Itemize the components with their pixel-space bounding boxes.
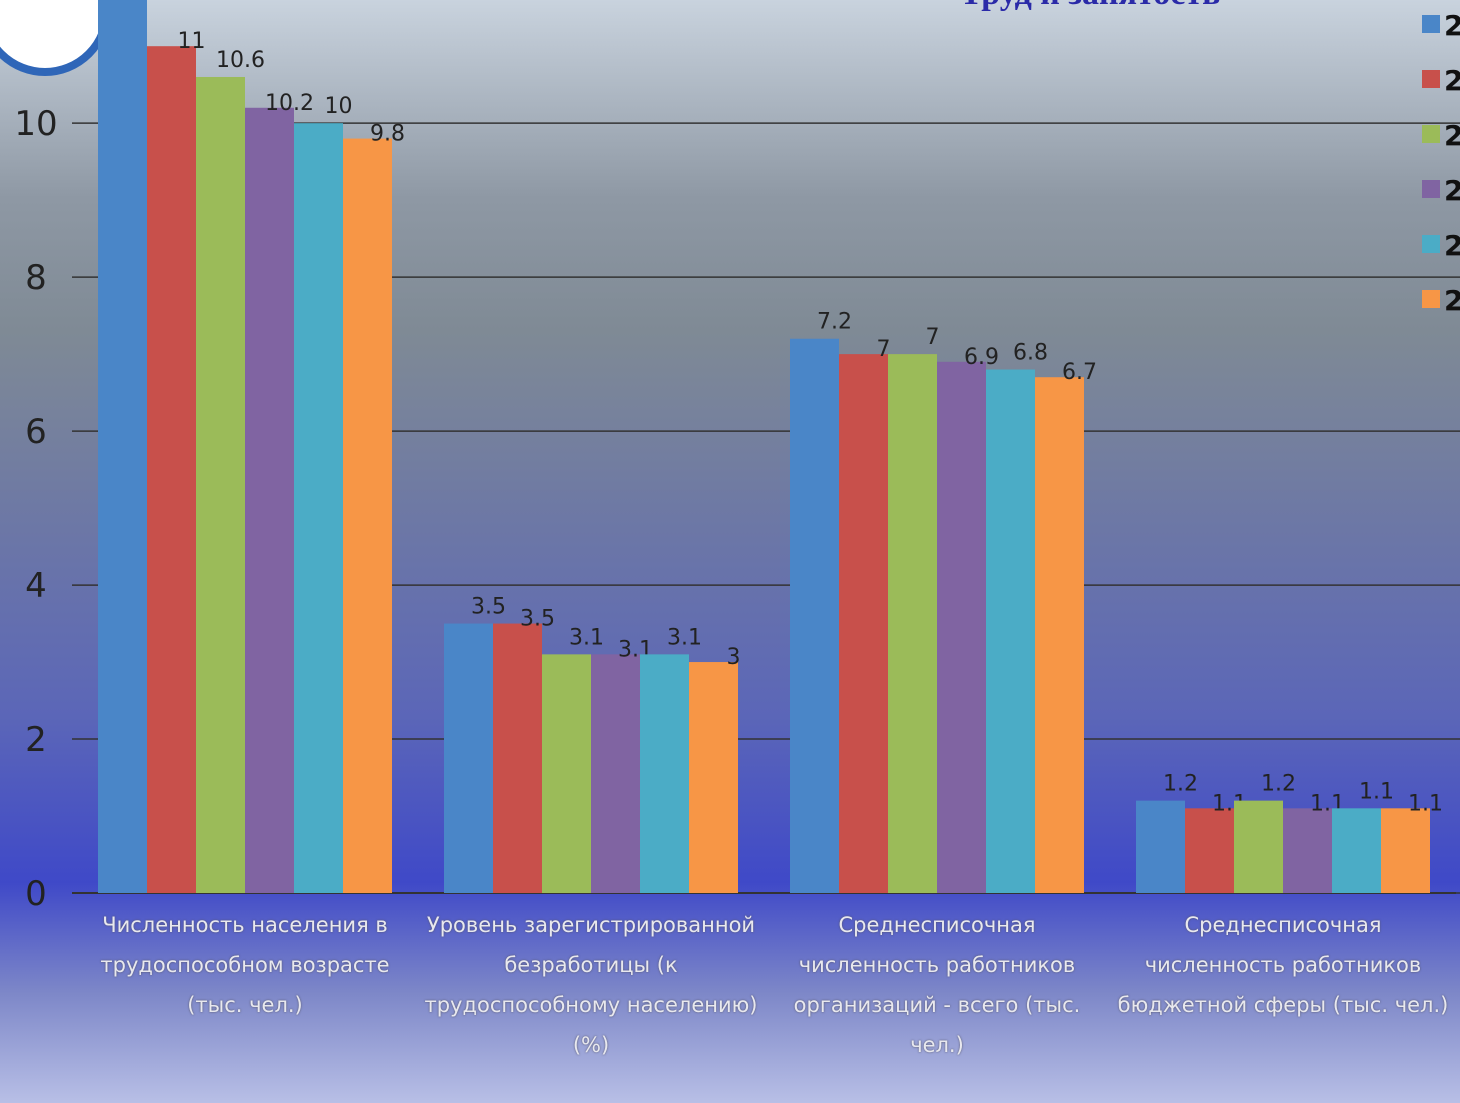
value-label: 10.6 bbox=[216, 48, 265, 73]
legend-swatch bbox=[1422, 15, 1440, 33]
legend-label: 2 bbox=[1444, 229, 1460, 262]
value-label: 10 bbox=[325, 94, 353, 119]
value-label: 6.8 bbox=[1013, 341, 1048, 366]
value-label: 3.5 bbox=[471, 595, 506, 620]
legend-label: 2 bbox=[1444, 9, 1460, 42]
y-tick-label: 0 bbox=[25, 874, 47, 914]
slide: Труд и занятость 0 2 4 6 8 10 11 10.610.2 10 9.8 3… bbox=[0, 0, 1460, 1103]
x-tick-label: Численность населения в трудоспособном в… bbox=[75, 905, 415, 1025]
value-label: 6.9 bbox=[964, 345, 999, 370]
y-tick-label: 4 bbox=[25, 566, 47, 606]
bar bbox=[1234, 801, 1283, 893]
bar bbox=[444, 624, 493, 893]
bar bbox=[689, 662, 738, 893]
value-label: 10.2 bbox=[265, 91, 314, 116]
bar bbox=[196, 77, 245, 893]
x-tick-label: Среднесписочная численность работников б… bbox=[1113, 905, 1453, 1025]
bar bbox=[1136, 801, 1185, 893]
bar bbox=[986, 370, 1035, 893]
value-label: 7.2 bbox=[817, 310, 852, 335]
bar bbox=[294, 123, 343, 893]
value-label: 6.7 bbox=[1062, 360, 1097, 385]
value-label: 11 bbox=[178, 29, 206, 54]
bar bbox=[147, 46, 196, 893]
bar bbox=[493, 624, 542, 893]
legend-swatch bbox=[1422, 290, 1440, 308]
legend-label: 2 bbox=[1444, 284, 1460, 317]
bar bbox=[98, 0, 147, 893]
bar bbox=[1185, 808, 1234, 893]
bar bbox=[591, 654, 640, 893]
value-label: 1.2 bbox=[1261, 772, 1296, 797]
bar bbox=[937, 362, 986, 893]
y-tick-label: 10 bbox=[14, 104, 57, 144]
bar bbox=[790, 339, 839, 893]
bar bbox=[839, 354, 888, 893]
value-label: 3 bbox=[727, 645, 741, 670]
bar bbox=[888, 354, 937, 893]
bar bbox=[1283, 808, 1332, 893]
bar bbox=[1035, 377, 1084, 893]
legend-swatch bbox=[1422, 70, 1440, 88]
legend-swatch bbox=[1422, 180, 1440, 198]
y-tick-label: 8 bbox=[25, 258, 47, 298]
logo bbox=[0, 0, 107, 72]
x-tick-label: Уровень зарегистрированной безработицы (… bbox=[421, 905, 761, 1065]
legend-label: 2 bbox=[1444, 174, 1460, 207]
bar bbox=[343, 139, 392, 893]
bar bbox=[640, 654, 689, 893]
legend-swatch bbox=[1422, 125, 1440, 143]
legend-label: 2 bbox=[1444, 119, 1460, 152]
bar bbox=[542, 654, 591, 893]
y-tick-label: 2 bbox=[25, 720, 47, 760]
value-label: 1.1 bbox=[1359, 779, 1394, 804]
bar bbox=[245, 108, 294, 893]
value-label: 1.1 bbox=[1408, 791, 1443, 816]
value-label: 3.5 bbox=[520, 607, 555, 632]
value-label: 1.2 bbox=[1163, 772, 1198, 797]
legend-label: 2 bbox=[1444, 64, 1460, 97]
bar bbox=[1381, 808, 1430, 893]
value-label: 7 bbox=[926, 325, 940, 350]
value-label: 3.1 bbox=[569, 625, 604, 650]
y-tick-label: 6 bbox=[25, 412, 47, 452]
chart-title: Труд и занятость bbox=[960, 0, 1220, 12]
x-tick-label: Среднесписочная численность работников о… bbox=[767, 905, 1107, 1065]
bar bbox=[1332, 808, 1381, 893]
value-label: 9.8 bbox=[370, 122, 405, 147]
value-label: 3.1 bbox=[667, 625, 702, 650]
legend-swatch bbox=[1422, 235, 1440, 253]
